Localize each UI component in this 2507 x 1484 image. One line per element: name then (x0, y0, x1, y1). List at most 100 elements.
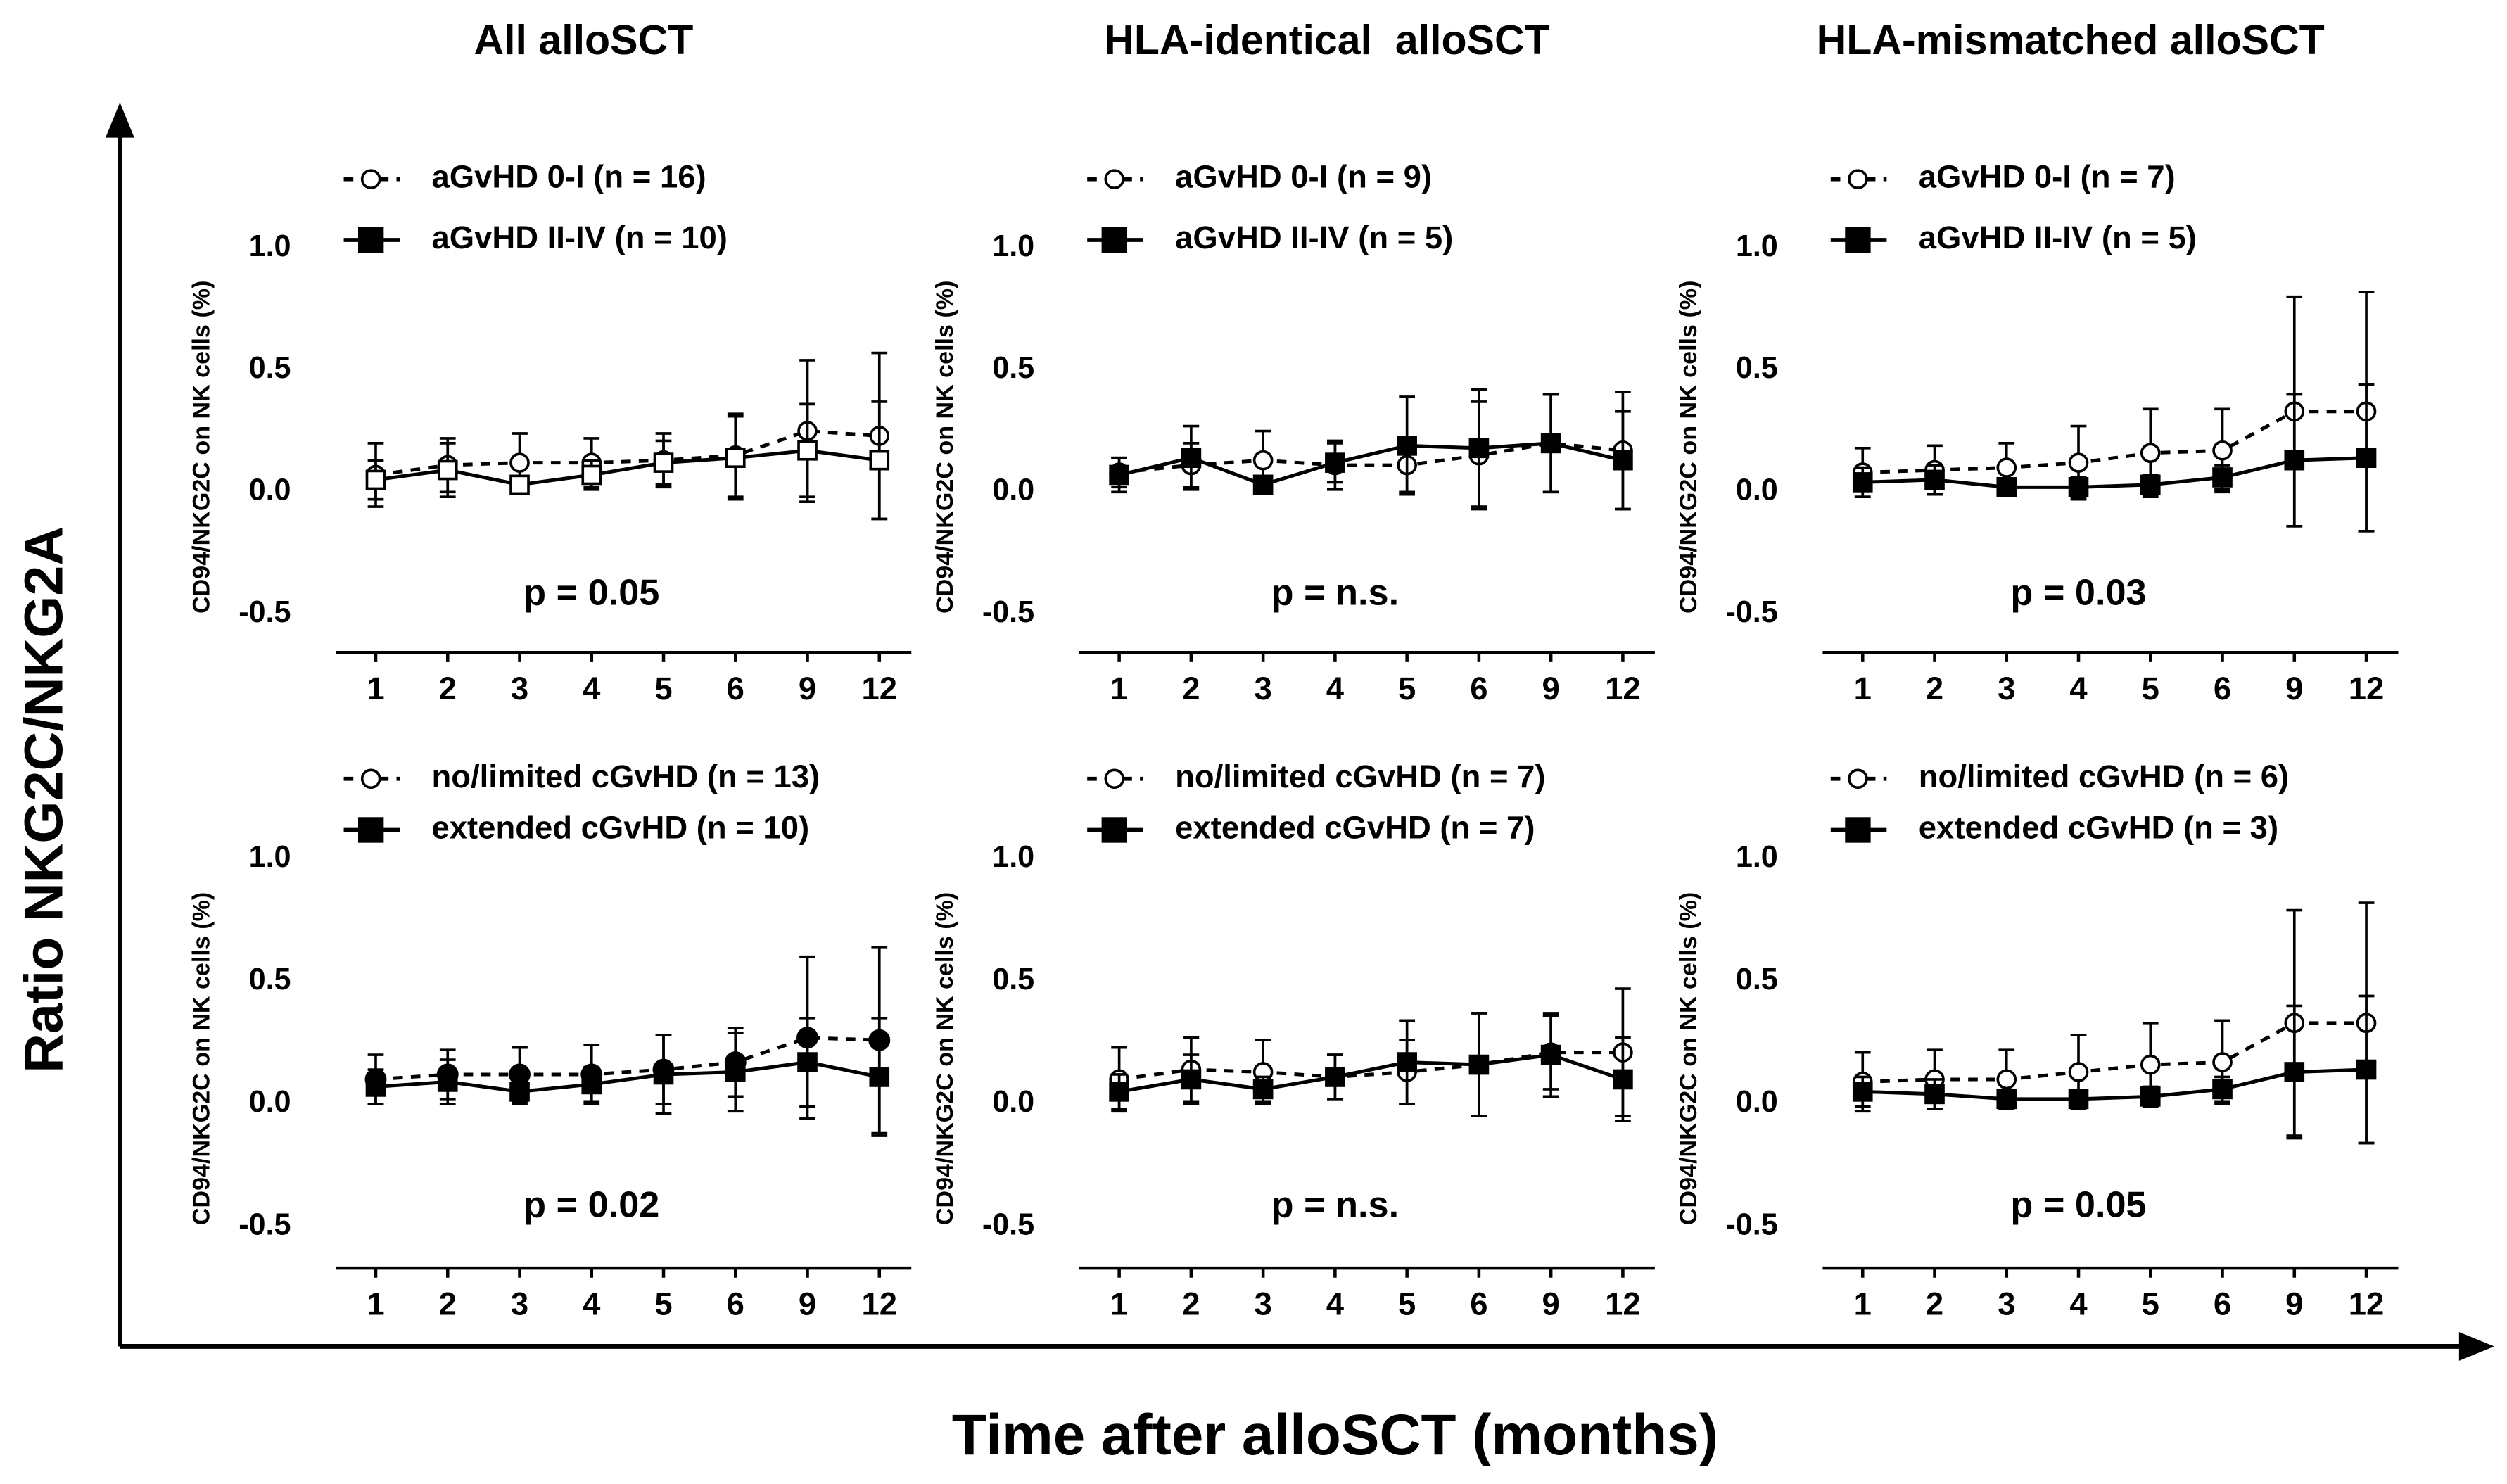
legend-marker (358, 227, 384, 253)
p-value-annotation: p = n.s. (1271, 1185, 1399, 1226)
y-tick-label: 1.0 (992, 229, 1034, 263)
legend-label: aGvHD 0-I (n = 9) (1175, 159, 1432, 195)
legend-label: extended cGvHD (n = 10) (432, 809, 810, 845)
x-tick-label: 3 (511, 671, 528, 706)
series-line (1119, 1051, 1623, 1082)
x-tick-label: 4 (1326, 1286, 1345, 1322)
data-point (1252, 1079, 1274, 1100)
x-tick-label: 4 (2069, 1286, 2088, 1322)
legend-label: extended cGvHD (n = 3) (1919, 809, 2278, 845)
p-value-annotation: p = 0.05 (523, 572, 659, 613)
legend-label: no/limited cGvHD (n = 6) (1919, 759, 2289, 794)
data-point (1109, 1082, 1129, 1102)
data-point (2140, 443, 2161, 464)
x-tick-label: 1 (1110, 671, 1128, 706)
legend-marker (1848, 768, 1868, 789)
p-value-annotation: p = n.s. (1271, 572, 1399, 613)
x-tick-label: 9 (1542, 671, 1560, 706)
y-axis-label: CD94/NKG2C on NK cells (%) (189, 281, 215, 614)
y-axis-label: CD94/NKG2C on NK cells (%) (932, 892, 958, 1225)
data-point (1181, 448, 1202, 469)
y-axis-label: CD94/NKG2C on NK cells (%) (1675, 281, 1702, 614)
y-tick-label: 1.0 (249, 840, 291, 874)
x-tick-label: 9 (2285, 1286, 2303, 1322)
x-tick-label: 1 (367, 671, 384, 706)
x-tick-label: 5 (2142, 671, 2159, 706)
data-point (1325, 1067, 1345, 1087)
x-tick-label: 6 (727, 671, 744, 706)
legend-label: aGvHD 0-I (n = 7) (1919, 159, 2176, 195)
data-point (2212, 440, 2233, 461)
legend-marker (360, 169, 381, 189)
x-tick-label: 6 (2214, 1286, 2231, 1322)
series-line (375, 429, 880, 477)
data-point (725, 1062, 746, 1082)
data-point (797, 440, 818, 461)
x-tick-label: 5 (2142, 1286, 2159, 1322)
legend-label: aGvHD II-IV (n = 5) (1175, 220, 1453, 255)
data-point (1181, 1069, 1202, 1090)
data-point (581, 1074, 602, 1095)
data-point (1397, 1052, 1417, 1072)
figure-y-label: Ratio NKG2C/NKG2A (14, 526, 75, 1073)
y-tick-label: 0.5 (992, 963, 1034, 996)
x-tick-label: 1 (367, 1286, 384, 1322)
y-tick-label: 0.5 (1736, 351, 1778, 385)
legend-marker (1845, 817, 1871, 843)
y-tick-label: 0.5 (1736, 963, 1778, 996)
data-point (797, 1052, 818, 1072)
legend-marker (358, 817, 384, 843)
data-point (2140, 1054, 2161, 1075)
p-value-annotation: p = 0.05 (2010, 1185, 2146, 1226)
x-tick-label: 12 (1605, 1286, 1641, 1322)
data-point (1468, 1054, 1490, 1075)
data-point (1996, 457, 2017, 478)
x-tick-label: 5 (654, 1286, 672, 1322)
data-point (437, 459, 458, 481)
series-line (1119, 441, 1623, 487)
y-tick-label: 0.0 (249, 474, 291, 507)
legend-label: aGvHD 0-I (n = 16) (432, 159, 706, 195)
x-tick-label: 3 (1254, 671, 1271, 706)
data-point (1397, 436, 1417, 456)
x-tick-label: 3 (1998, 1286, 2015, 1322)
data-point (2356, 1059, 2377, 1080)
data-point (2212, 1079, 2233, 1100)
data-point (437, 1072, 458, 1092)
data-point (2356, 448, 2377, 469)
y-axis-label: CD94/NKG2C on NK cells (%) (1675, 892, 1702, 1225)
data-point (1540, 433, 1561, 454)
data-point (2068, 1062, 2089, 1082)
legend-marker (360, 768, 381, 789)
x-tick-label: 3 (1998, 671, 2015, 706)
x-tick-label: 1 (1110, 1286, 1128, 1322)
legend-label: aGvHD II-IV (n = 5) (1919, 220, 2197, 255)
y-axis-label: CD94/NKG2C on NK cells (%) (932, 281, 958, 614)
y-tick-label: -0.5 (239, 595, 291, 629)
data-point (1613, 1069, 1633, 1090)
data-point (1252, 474, 1274, 495)
legend-marker (1104, 169, 1125, 189)
series-line (1119, 1053, 1624, 1093)
data-point (869, 450, 890, 471)
data-point (1924, 469, 1945, 490)
x-tick-label: 12 (2349, 671, 2385, 706)
x-tick-label: 12 (862, 671, 898, 706)
legend-marker (1848, 169, 1868, 189)
x-tick-label: 5 (1398, 671, 1416, 706)
data-point (365, 1077, 386, 1097)
x-tick-label: 12 (2349, 1286, 2385, 1322)
data-point (1252, 450, 1274, 471)
data-point (653, 1064, 674, 1085)
legend-marker (1845, 227, 1871, 253)
panel-title: HLA-mismatched alloSCT (1817, 17, 2325, 63)
x-tick-label: 6 (2214, 671, 2231, 706)
y-tick-label: 1.0 (249, 229, 291, 263)
data-point (1613, 450, 1633, 471)
x-tick-label: 9 (799, 671, 816, 706)
x-tick-label: 9 (2285, 671, 2303, 706)
x-arrow-head (2458, 1331, 2494, 1361)
y-tick-label: 0.0 (992, 1085, 1034, 1119)
data-point (653, 452, 674, 473)
